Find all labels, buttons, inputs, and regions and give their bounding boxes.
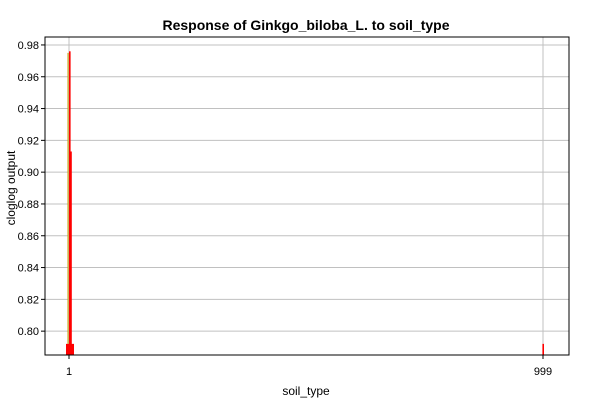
y-axis-label: cloglog output [4,150,18,225]
category-lines [68,37,544,355]
bar [69,51,71,356]
bars [66,51,544,356]
x-tick-label: 1 [66,366,72,378]
x-tick-label: 999 [534,366,552,378]
y-tick-label: 0.94 [18,104,39,116]
plot-area [44,36,570,356]
gridlines [45,44,569,332]
y-axis-ticks: 0.80 0.82 0.84 0.86 0.88 0.90 0.92 0.94 0.96 0.98 [18,40,45,338]
bar [542,343,544,355]
chart-title: Response of Ginkgo_biloba_L. to soil_typ… [162,17,449,33]
bar [70,151,72,355]
x-axis-ticks: 1 999 [66,355,552,378]
y-tick-label: 0.82 [18,294,39,306]
y-tick-label: 0.86 [18,231,39,243]
y-tick-label: 0.90 [18,167,39,179]
y-tick-label: 0.88 [18,199,39,211]
y-tick-label: 0.84 [18,263,39,275]
y-tick-label: 0.80 [18,326,39,338]
y-tick-label: 0.98 [18,40,39,52]
y-tick-label: 0.96 [18,72,39,84]
y-tick-label: 0.92 [18,135,39,147]
x-axis-label: soil_type [282,384,330,398]
